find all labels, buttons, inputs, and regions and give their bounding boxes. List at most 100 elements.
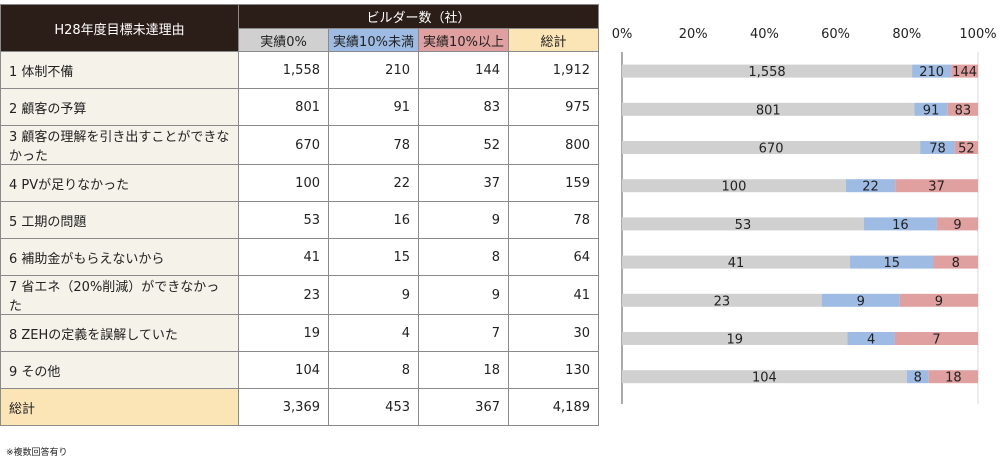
bar-data-label: 52 [958,142,975,157]
cell-value: 453 [328,388,419,426]
bar-segment [954,141,978,154]
bar-data-label: 19 [726,333,743,348]
bar-segment [622,102,915,116]
cell-value: 367 [418,388,509,426]
bar-segment [899,293,978,307]
bar-data-label: 22 [862,180,879,195]
table-total-row: 総計 3,369 453 367 4,189 [0,388,599,426]
bar-segment [951,64,978,78]
bar-data-label: 9 [857,294,865,309]
cell-value: 91 [328,88,419,126]
bar-data-label: 9 [935,294,943,309]
bar-segment [863,217,937,231]
bar-data-label: 8 [914,371,922,386]
cell-value: 7 [418,314,509,352]
row-label: 9 その他 [0,351,239,389]
bar-segment [850,255,934,269]
bar-data-label: 91 [923,103,940,118]
cell-value: 78 [328,125,419,165]
row-label: 2 顧客の予算 [0,88,239,126]
cell-value: 8 [328,351,419,389]
x-tick-label: 0% [612,27,633,42]
bar-segment [914,102,948,116]
table-title: H28年度目標未達理由 [0,4,239,52]
bar-data-label: 144 [952,65,977,80]
bar-data-label: 41 [728,256,745,271]
cell-value: 41 [238,238,329,276]
bar-data-label: 15 [884,256,901,271]
cell-value: 1,558 [238,51,329,89]
row-label: 3 顧客の理解を引き出すことができなかった [0,125,239,165]
cell-value: 144 [418,51,509,89]
bar-segment [895,179,978,193]
row-label: 4 PVが足りなかった [0,164,239,202]
bar-data-label: 18 [945,371,962,386]
x-tick-label: 40% [750,27,779,42]
table-row: 2 顧客の予算 801 91 83 975 [0,88,599,126]
bar-data-label: 23 [714,294,731,309]
cell-value: 15 [328,238,419,276]
cell-value: 670 [238,125,329,165]
x-tick-label: 60% [821,27,850,42]
row-label: 6 補助金がもらえないから [0,238,239,276]
footnote: ※複数回答有り [6,448,68,458]
cell-value: 1,912 [508,51,599,89]
cell-value: 16 [328,201,419,239]
bar-segment [894,332,978,345]
col-header-total: 総計 [508,28,599,52]
cell-value: 159 [508,164,599,202]
bar-segment [845,179,896,193]
row-label: 総計 [0,388,239,426]
bar-segment [622,179,846,193]
col-header-over10: 実績10%以上 [418,28,509,52]
bar-segment [933,255,978,269]
bar-segment [622,141,921,154]
cell-value: 801 [238,88,329,126]
cell-value: 130 [508,351,599,389]
bar-data-label: 100 [722,180,747,195]
bar-data-label: 210 [919,65,944,80]
bar-segment [821,293,900,307]
bar-data-label: 83 [955,103,972,118]
cell-value: 53 [238,201,329,239]
table-row: 6 補助金がもらえないから 41 15 8 64 [0,238,599,276]
cell-value: 975 [508,88,599,126]
reasons-table: H28年度目標未達理由 ビルダー数（社） 実績0% 実績10%未満 実績10%以… [0,4,599,426]
bar-segment [928,370,978,384]
bar-segment [947,102,978,116]
cell-value: 9 [328,275,419,315]
bar-segment [622,255,851,269]
bar-segment [912,64,952,78]
bar-data-label: 7 [932,333,940,348]
bar-data-label: 4 [867,333,875,348]
cell-value: 83 [418,88,509,126]
row-label: 1 体制不備 [0,51,239,89]
bar-segment [936,217,978,231]
cell-value: 64 [508,238,599,276]
table-row: 1 体制不備 1,558 210 144 1,912 [0,51,599,89]
cell-value: 9 [418,201,509,239]
cell-value: 37 [418,164,509,202]
bar-segment [906,370,929,384]
table-row: 3 顧客の理解を引き出すことができなかった 670 78 52 800 [0,125,599,165]
col-header-zero: 実績0% [238,28,329,52]
cell-value: 41 [508,275,599,315]
bar-segment [622,370,907,384]
bar-segment [847,332,895,345]
bar-data-label: 37 [928,180,945,195]
bar-data-label: 78 [929,142,946,157]
row-label: 7 省エネ（20%削減）ができなかった [0,275,239,315]
col-header-under10: 実績10%未満 [328,28,419,52]
bar-data-label: 104 [752,371,777,386]
cell-value: 18 [418,351,509,389]
bar-segment [622,332,848,345]
cell-value: 22 [328,164,419,202]
bar-data-label: 16 [892,218,909,233]
table-row: 5 工期の問題 53 16 9 78 [0,201,599,239]
bar-data-label: 8 [952,256,960,271]
bar-data-label: 53 [735,218,752,233]
x-tick-label: 20% [679,27,708,42]
table-row: 7 省エネ（20%削減）ができなかった 23 9 9 41 [0,275,599,315]
bar-data-label: 801 [756,103,781,118]
